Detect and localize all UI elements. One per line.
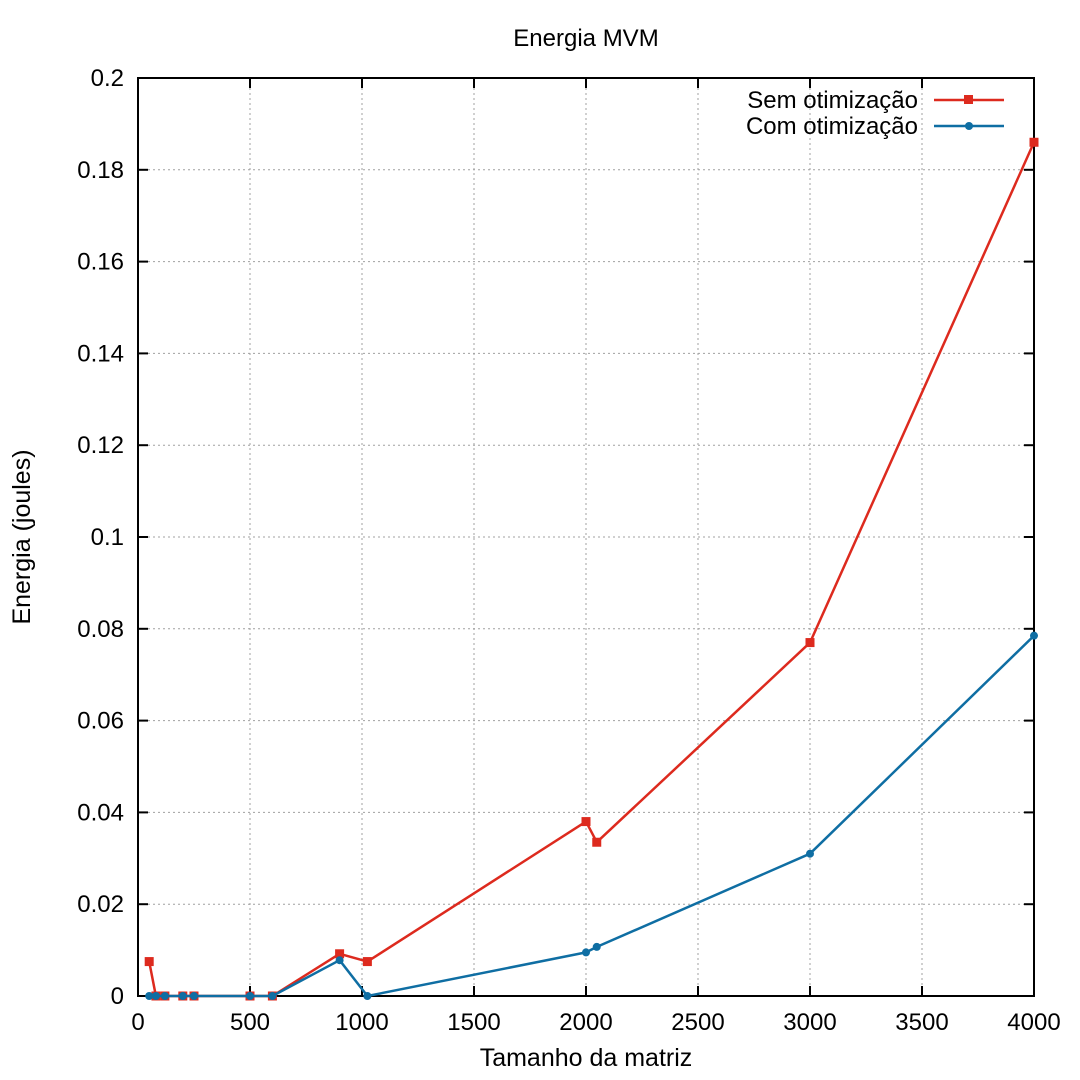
data-point-com-otimizacao [178, 992, 187, 1000]
y-axis-title: Energia (joules) [8, 449, 36, 624]
data-point-sem-otimizacao [144, 957, 154, 967]
data-point-sem-otimizacao [1029, 137, 1039, 147]
data-point-com-otimizacao [363, 992, 372, 1000]
data-point-com-otimizacao [145, 992, 154, 1000]
series-line-sem-otimizacao [147, 141, 1036, 998]
y-tick-label: 0 [111, 983, 124, 1010]
data-point-com-otimizacao [806, 849, 814, 858]
data-point-sem-otimizacao [581, 817, 591, 827]
tick-labels: 0 500 1000 1500 2000 2500 3000 3500 4000 0 0.02 0.0… [77, 65, 1060, 1036]
x-tick-label: 2000 [559, 1009, 612, 1036]
x-tick-label: 4000 [1007, 1009, 1060, 1036]
x-tick-label: 0 [131, 1009, 144, 1036]
chart-title: Energia MVM [513, 25, 658, 52]
x-tick-label: 500 [230, 1009, 270, 1036]
data-point-com-otimizacao [160, 992, 169, 1000]
x-tick-label: 1000 [335, 1009, 388, 1036]
y-tick-label: 0.16 [77, 249, 124, 276]
data-point-com-otimizacao [582, 948, 590, 957]
data-point-com-otimizacao [246, 992, 254, 1000]
legend-label-sem-otimizacao: Sem otimização [747, 87, 918, 114]
y-tick-label: 0.04 [77, 799, 124, 826]
data-point-sem-otimizacao [592, 837, 602, 847]
y-tick-label: 0.08 [77, 616, 124, 643]
plot-frame [137, 77, 1035, 997]
legend-marker-com-otimizacao [965, 122, 973, 130]
data-point-sem-otimizacao [335, 949, 345, 959]
data-point-com-otimizacao [151, 992, 160, 1000]
y-tick-label: 0.18 [77, 157, 124, 184]
data-point-com-otimizacao [335, 956, 344, 965]
y-tick-label: 0.1 [91, 524, 124, 551]
series-sem-otimizacao [144, 137, 1039, 1001]
legend: Sem otimização Com otimização [746, 87, 1004, 140]
x-axis-title: Tamanho da matriz [480, 1044, 693, 1072]
y-tick-label: 0.02 [77, 891, 124, 918]
legend-marker-sem-otimizacao [964, 95, 973, 104]
data-point-com-otimizacao [190, 992, 198, 1000]
y-tick-label: 0.06 [77, 708, 124, 735]
x-tick-label: 3500 [895, 1009, 948, 1036]
y-tick-label: 0.14 [77, 340, 124, 367]
data-point-com-otimizacao [592, 942, 601, 951]
grid [138, 78, 1034, 996]
data-point-com-otimizacao [268, 992, 277, 1000]
x-tick-label: 2500 [671, 1009, 724, 1036]
data-point-com-otimizacao [1030, 631, 1038, 640]
y-tick-label: 0.12 [77, 432, 124, 459]
series-layer [144, 137, 1039, 1001]
series-line-com-otimizacao [149, 634, 1035, 998]
legend-label-com-otimizacao: Com otimização [746, 113, 918, 140]
x-tick-label: 3000 [783, 1009, 836, 1036]
data-point-sem-otimizacao [805, 638, 815, 648]
series-com-otimizacao [145, 631, 1038, 1000]
y-tick-label: 0.2 [91, 65, 124, 92]
data-point-sem-otimizacao [362, 957, 372, 967]
x-tick-label: 1500 [447, 1009, 500, 1036]
